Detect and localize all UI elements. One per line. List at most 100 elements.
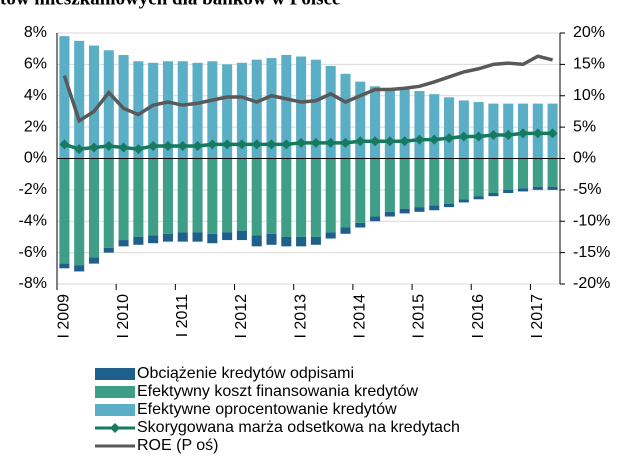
bar xyxy=(266,58,277,159)
bar xyxy=(177,158,188,233)
bar xyxy=(399,158,410,209)
bar xyxy=(444,97,455,159)
bar xyxy=(384,211,395,217)
x-tick-label: I 2009 xyxy=(56,294,73,339)
bar xyxy=(177,61,188,159)
x-tick-label: I 2015 xyxy=(411,294,428,339)
x-tick-label: I 2012 xyxy=(233,294,250,339)
marker xyxy=(236,139,247,150)
marker xyxy=(414,134,425,145)
legend-label: ROE (P oś) xyxy=(137,437,219,454)
bar xyxy=(429,94,440,159)
marker xyxy=(296,137,307,148)
y2-tick-label: 0% xyxy=(573,150,596,167)
bar xyxy=(296,56,307,159)
marker xyxy=(118,142,129,153)
marker xyxy=(503,129,514,140)
bar xyxy=(384,87,395,159)
bar xyxy=(59,158,70,264)
bar xyxy=(458,100,469,159)
y2-tick-label: 5% xyxy=(573,118,596,135)
bar xyxy=(488,193,499,197)
bar xyxy=(266,233,277,245)
bar xyxy=(296,158,307,237)
x-tick-label: I 2013 xyxy=(292,294,309,339)
marker xyxy=(162,140,173,151)
y-tick-label: -2% xyxy=(19,181,47,198)
marker xyxy=(429,134,440,145)
bar xyxy=(236,230,247,241)
line xyxy=(62,54,554,124)
bar xyxy=(74,40,85,159)
legend-swatch xyxy=(95,386,135,398)
bar xyxy=(251,158,262,236)
legend-label: Skorygowana marża odsetkowa na kredytach xyxy=(137,419,460,436)
bar xyxy=(133,61,144,159)
bar xyxy=(547,158,558,187)
marker xyxy=(59,139,70,150)
bar xyxy=(281,236,292,247)
bar xyxy=(340,73,351,159)
bar xyxy=(148,158,159,236)
y-tick-label: 2% xyxy=(24,118,47,135)
bar xyxy=(148,235,159,244)
marker xyxy=(399,136,410,147)
legend-marker xyxy=(110,423,120,433)
bar xyxy=(118,240,129,247)
legend-swatch xyxy=(95,404,135,416)
bar xyxy=(192,62,203,159)
bar xyxy=(503,158,514,190)
bar xyxy=(103,247,114,253)
bar xyxy=(236,158,247,231)
bar xyxy=(399,208,410,214)
bar xyxy=(281,54,292,159)
chart-title: tów mieszkaniowych dla banków w Polsce xyxy=(0,0,340,9)
bar xyxy=(177,232,188,242)
x-tick-label: I 2011 xyxy=(174,294,191,337)
bar xyxy=(266,158,277,234)
bar xyxy=(103,50,114,159)
bar xyxy=(236,62,247,159)
marker xyxy=(340,137,351,148)
marker xyxy=(281,139,292,150)
bar xyxy=(414,207,425,212)
legend-swatch xyxy=(95,368,135,380)
bar xyxy=(473,158,484,197)
bar xyxy=(222,232,233,241)
marker xyxy=(458,131,469,142)
bar xyxy=(355,222,366,228)
bar xyxy=(207,233,218,244)
marker xyxy=(547,128,558,139)
marker xyxy=(133,144,144,155)
bar xyxy=(192,232,203,242)
bar xyxy=(355,158,366,223)
x-tick-label: I 2016 xyxy=(470,294,487,339)
bar xyxy=(429,158,440,206)
marker xyxy=(325,137,336,148)
bar xyxy=(444,203,455,208)
bar xyxy=(118,158,129,241)
bar xyxy=(473,102,484,159)
bar xyxy=(88,257,100,264)
marker xyxy=(355,136,366,147)
bar xyxy=(207,61,218,159)
y-tick-label: -4% xyxy=(19,212,47,229)
y2-tick-label: -20% xyxy=(573,275,610,292)
bar xyxy=(370,158,381,217)
marker xyxy=(251,139,262,150)
bar xyxy=(59,263,70,269)
marker xyxy=(266,139,277,150)
marker xyxy=(518,128,529,139)
y2-tick-label: -10% xyxy=(573,212,610,229)
bar xyxy=(88,45,100,159)
marker xyxy=(532,128,543,139)
bar xyxy=(162,233,173,242)
marker xyxy=(473,131,484,142)
y2-tick-label: 15% xyxy=(573,56,605,73)
bar xyxy=(103,158,114,248)
bar xyxy=(148,62,159,159)
line xyxy=(63,131,553,151)
bar xyxy=(414,158,425,208)
bar xyxy=(207,158,218,234)
legend-label: Obciążenie kredytów odpisami xyxy=(137,365,354,382)
